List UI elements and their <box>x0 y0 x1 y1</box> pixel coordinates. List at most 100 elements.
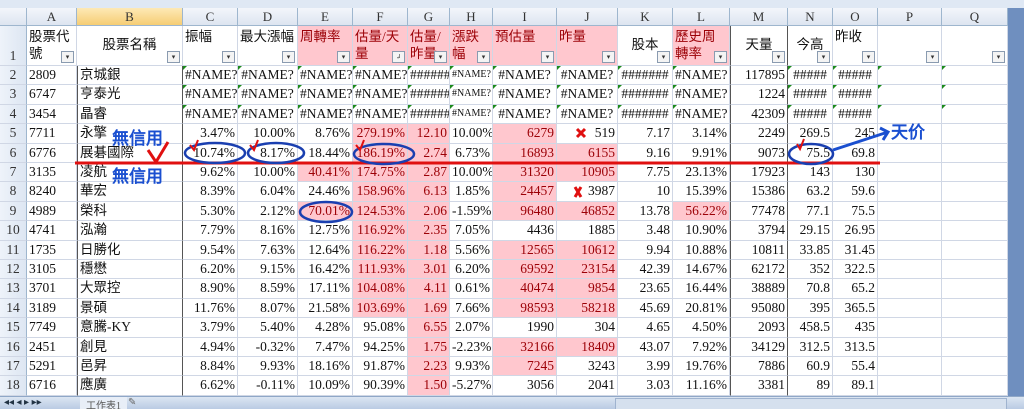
sheet-nav-icons[interactable]: ◂◂ ◂ ▸ ▸▸ <box>4 397 42 408</box>
cell-Q9[interactable] <box>942 201 1008 222</box>
cell-P13[interactable] <box>878 279 942 299</box>
cell-D7[interactable]: 10.00% <box>238 163 298 183</box>
row-header-12[interactable]: 12 <box>0 260 27 280</box>
cell-O18[interactable]: 89.1 <box>833 376 878 396</box>
cell-A2[interactable]: 2809 <box>27 66 77 86</box>
cell-Q2[interactable] <box>942 66 1008 86</box>
cell-A10[interactable]: 4741 <box>27 221 77 241</box>
cell-C7[interactable]: 9.62% <box>183 163 238 183</box>
cell-L8[interactable]: 15.39% <box>673 182 730 202</box>
filter-dropdown-icon[interactable]: ▾ <box>657 51 670 63</box>
cell-F9[interactable]: 124.53% <box>353 201 408 222</box>
row-header-2[interactable]: 2 <box>0 66 27 86</box>
cell-O17[interactable]: 55.4 <box>833 357 878 377</box>
cell-C12[interactable]: 6.20% <box>183 260 238 280</box>
cell-D17[interactable]: 9.93% <box>238 357 298 377</box>
cell-J7[interactable]: 10905 <box>557 163 618 183</box>
cell-A8[interactable]: 8240 <box>27 182 77 202</box>
cell-I16[interactable]: 32166 <box>493 337 557 357</box>
cell-Q11[interactable] <box>942 240 1008 260</box>
cell-I13[interactable]: 40474 <box>493 279 557 299</box>
cell-D3[interactable]: #NAME? <box>238 85 298 105</box>
cell-G3[interactable]: ###### <box>408 85 450 105</box>
cell-D15[interactable]: 5.40% <box>238 318 298 338</box>
row-header-10[interactable]: 10 <box>0 221 27 241</box>
filter-dropdown-icon[interactable]: ▾ <box>714 51 727 63</box>
cell-M5[interactable]: 2249 <box>730 124 788 144</box>
row-header-1[interactable]: 1 <box>0 26 27 66</box>
cell-C16[interactable]: 4.94% <box>183 337 238 357</box>
cell-C9[interactable]: 5.30% <box>183 201 238 222</box>
cell-Q5[interactable] <box>942 124 1008 144</box>
cell-I12[interactable]: 69592 <box>493 260 557 280</box>
cell-J17[interactable]: 3243 <box>557 357 618 377</box>
cell-P8[interactable] <box>878 182 942 202</box>
cell-G16[interactable]: 1.75 <box>408 337 450 357</box>
cell-B3[interactable]: 亨泰光 <box>77 85 183 105</box>
cell-J9[interactable]: 46852 <box>557 201 618 222</box>
cell-J14[interactable]: 58218 <box>557 298 618 319</box>
cell-P10[interactable] <box>878 221 942 241</box>
cell-G9[interactable]: 2.06 <box>408 201 450 222</box>
cell-D8[interactable]: 6.04% <box>238 182 298 202</box>
cell-D4[interactable]: #NAME? <box>238 104 298 125</box>
cell-M9[interactable]: 77478 <box>730 201 788 222</box>
cell-P18[interactable] <box>878 376 942 396</box>
cell-I14[interactable]: 98593 <box>493 298 557 319</box>
cell-N11[interactable]: 33.85 <box>788 240 833 260</box>
cell-M7[interactable]: 17923 <box>730 163 788 183</box>
cell-D10[interactable]: 8.16% <box>238 221 298 241</box>
cell-H15[interactable]: 2.07% <box>450 318 493 338</box>
cell-B14[interactable]: 景碩 <box>77 298 183 319</box>
cell-B15[interactable]: 意騰-KY <box>77 318 183 338</box>
column-header-I[interactable]: I <box>493 8 557 26</box>
cell-H2[interactable]: #NAME? <box>450 66 493 86</box>
cell-D9[interactable]: 2.12% <box>238 201 298 222</box>
cell-J4[interactable]: #NAME? <box>557 104 618 125</box>
cell-L3[interactable]: #NAME? <box>673 85 730 105</box>
cell-E18[interactable]: 10.09% <box>298 376 353 396</box>
cell-E16[interactable]: 7.47% <box>298 337 353 357</box>
cell-J18[interactable]: 2041 <box>557 376 618 396</box>
filter-dropdown-icon[interactable]: ▾ <box>61 51 74 63</box>
cell-P17[interactable] <box>878 357 942 377</box>
cell-Q12[interactable] <box>942 260 1008 280</box>
cell-G11[interactable]: 1.18 <box>408 240 450 260</box>
cell-A11[interactable]: 1735 <box>27 240 77 260</box>
cell-A18[interactable]: 6716 <box>27 376 77 396</box>
cell-Q6[interactable] <box>942 143 1008 163</box>
row-header-16[interactable]: 16 <box>0 337 27 357</box>
row-header-11[interactable]: 11 <box>0 240 27 260</box>
cell-I17[interactable]: 7245 <box>493 357 557 377</box>
cell-L7[interactable]: 23.13% <box>673 163 730 183</box>
cell-K9[interactable]: 13.78 <box>618 201 673 222</box>
cell-H5[interactable]: 10.00% <box>450 124 493 144</box>
filter-dropdown-icon[interactable]: ▾ <box>602 51 615 63</box>
cell-E13[interactable]: 17.11% <box>298 279 353 299</box>
column-header-O[interactable]: O <box>833 8 878 26</box>
cell-E2[interactable]: #NAME? <box>298 66 353 86</box>
cell-P4[interactable] <box>878 104 942 125</box>
cell-Q13[interactable] <box>942 279 1008 299</box>
column-header-J[interactable]: J <box>557 8 618 26</box>
row-header-7[interactable]: 7 <box>0 163 27 183</box>
cell-L12[interactable]: 14.67% <box>673 260 730 280</box>
cell-G13[interactable]: 4.11 <box>408 279 450 299</box>
filter-dropdown-icon[interactable]: ▾ <box>817 51 830 63</box>
cell-B2[interactable]: 京城銀 <box>77 66 183 86</box>
cell-J16[interactable]: 18409 <box>557 337 618 357</box>
filter-dropdown-icon[interactable]: ▾ <box>434 51 447 63</box>
cell-K11[interactable]: 9.94 <box>618 240 673 260</box>
cell-K5[interactable]: 7.17 <box>618 124 673 144</box>
cell-E9[interactable]: 70.01% <box>298 201 353 222</box>
cell-A15[interactable]: 7749 <box>27 318 77 338</box>
cell-K13[interactable]: 23.65 <box>618 279 673 299</box>
filter-dropdown-icon[interactable]: ▾ <box>282 51 295 63</box>
cell-H3[interactable]: #NAME? <box>450 85 493 105</box>
cell-O8[interactable]: 59.6 <box>833 182 878 202</box>
select-all-corner[interactable] <box>0 8 27 26</box>
cell-A12[interactable]: 3105 <box>27 260 77 280</box>
cell-I7[interactable]: 31320 <box>493 163 557 183</box>
cell-A7[interactable]: 3135 <box>27 163 77 183</box>
cell-D14[interactable]: 8.07% <box>238 298 298 319</box>
